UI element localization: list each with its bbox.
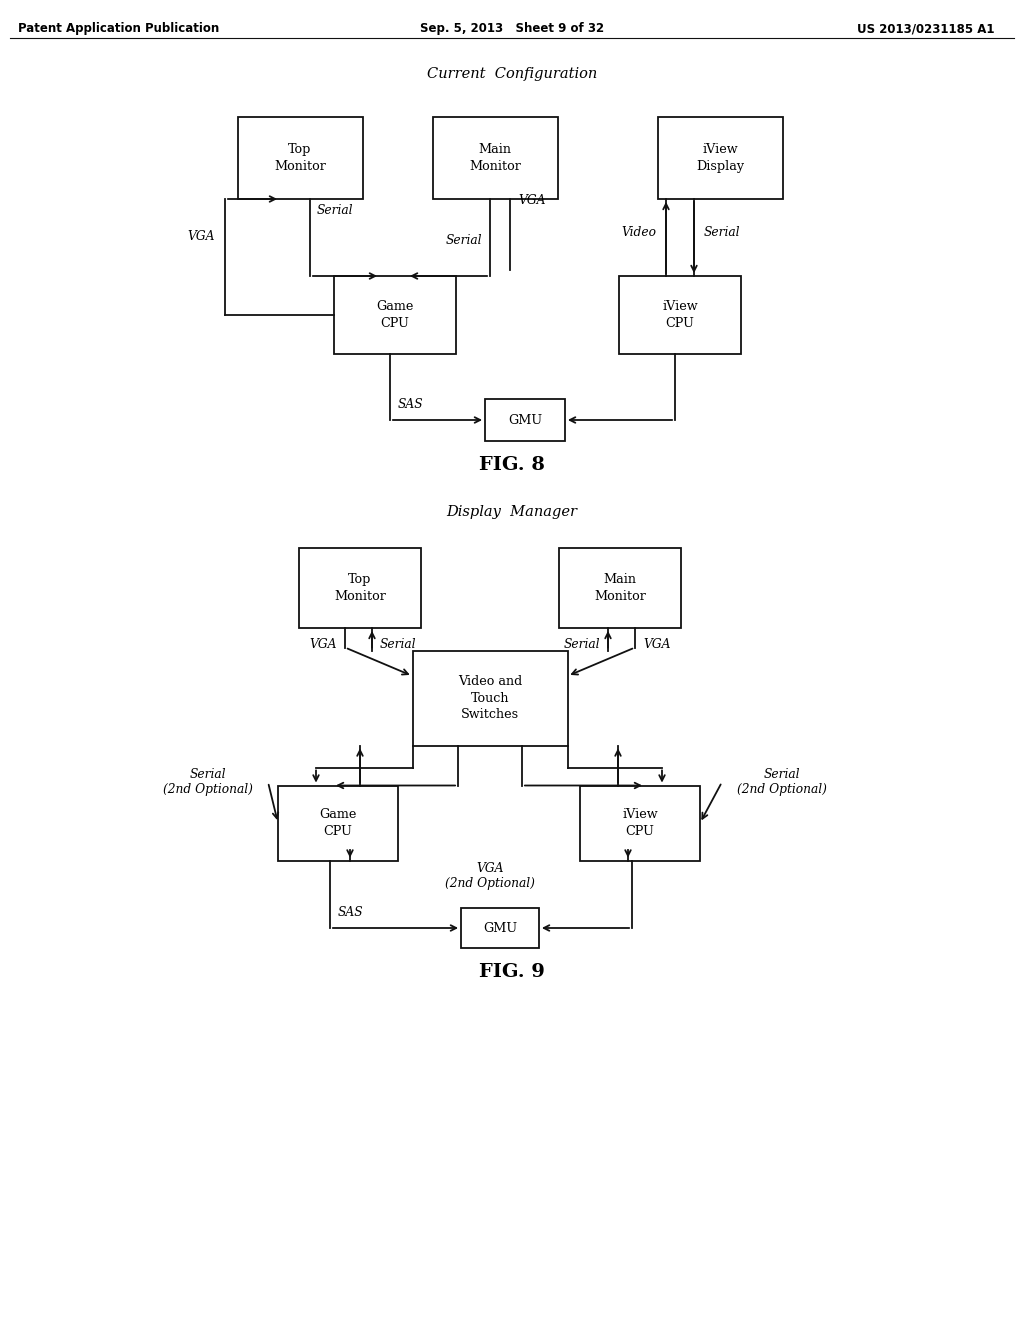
Bar bbox=[657, 117, 782, 199]
Text: SAS: SAS bbox=[398, 399, 424, 412]
Text: SAS: SAS bbox=[338, 907, 364, 920]
Text: iView
CPU: iView CPU bbox=[623, 808, 657, 838]
Bar bbox=[299, 548, 421, 628]
Text: VGA: VGA bbox=[518, 194, 546, 206]
Bar bbox=[461, 908, 539, 948]
Text: Top
Monitor: Top Monitor bbox=[274, 144, 326, 173]
Text: Video and
Touch
Switches: Video and Touch Switches bbox=[458, 675, 522, 721]
Bar bbox=[278, 785, 398, 861]
Bar bbox=[432, 117, 557, 199]
Bar bbox=[238, 117, 362, 199]
Text: Game
CPU: Game CPU bbox=[319, 808, 356, 838]
Text: US 2013/0231185 A1: US 2013/0231185 A1 bbox=[857, 22, 995, 36]
Text: Serial
(2nd Optional): Serial (2nd Optional) bbox=[737, 768, 827, 796]
Text: Serial
(2nd Optional): Serial (2nd Optional) bbox=[163, 768, 253, 796]
Text: Video: Video bbox=[621, 226, 656, 239]
Text: iView
Display: iView Display bbox=[696, 144, 744, 173]
Text: Main
Monitor: Main Monitor bbox=[469, 144, 521, 173]
Text: Current  Configuration: Current Configuration bbox=[427, 67, 597, 81]
Text: Sep. 5, 2013   Sheet 9 of 32: Sep. 5, 2013 Sheet 9 of 32 bbox=[420, 22, 604, 36]
Bar bbox=[559, 548, 681, 628]
Bar bbox=[618, 276, 741, 354]
Text: VGA: VGA bbox=[643, 639, 671, 652]
Text: Serial: Serial bbox=[380, 639, 417, 652]
Text: FIG. 8: FIG. 8 bbox=[479, 455, 545, 474]
Text: Top
Monitor: Top Monitor bbox=[334, 573, 386, 603]
Text: Serial: Serial bbox=[563, 639, 600, 652]
Text: VGA
(2nd Optional): VGA (2nd Optional) bbox=[445, 862, 535, 890]
Text: Game
CPU: Game CPU bbox=[376, 300, 414, 330]
Text: GMU: GMU bbox=[508, 413, 542, 426]
Text: Serial: Serial bbox=[445, 234, 482, 247]
Bar bbox=[413, 651, 567, 746]
Bar bbox=[485, 399, 565, 441]
Text: VGA: VGA bbox=[309, 639, 337, 652]
Text: GMU: GMU bbox=[483, 921, 517, 935]
Bar bbox=[334, 276, 456, 354]
Text: Serial: Serial bbox=[317, 203, 353, 216]
Text: FIG. 9: FIG. 9 bbox=[479, 964, 545, 981]
Bar bbox=[580, 785, 700, 861]
Text: VGA: VGA bbox=[187, 230, 215, 243]
Text: Display  Manager: Display Manager bbox=[446, 506, 578, 519]
Text: Serial: Serial bbox=[703, 226, 740, 239]
Text: Main
Monitor: Main Monitor bbox=[594, 573, 646, 603]
Text: iView
CPU: iView CPU bbox=[663, 300, 697, 330]
Text: Patent Application Publication: Patent Application Publication bbox=[18, 22, 219, 36]
